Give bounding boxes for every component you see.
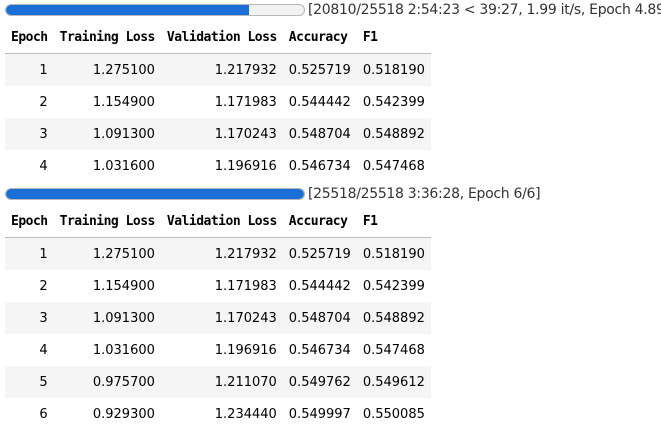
epoch-cell: 2: [39, 94, 48, 110]
training-loss-cell: 1.031600: [92, 158, 155, 174]
column-header-f1: F1: [356, 205, 431, 238]
f1-cell: 0.547468: [362, 158, 425, 174]
accuracy-cell: 0.544442: [288, 278, 351, 294]
progress-status-2: [25518/25518 3:36:28, Epoch 6/6]: [308, 186, 541, 202]
table-row: 1 1.275100 1.217932 0.525719 0.518190: [5, 237, 431, 270]
training-loss-cell: 1.275100: [53, 237, 161, 270]
training-loss-cell: 1.091300: [53, 118, 161, 150]
f1-cell: 0.547468: [362, 342, 425, 358]
f1-cell: 0.548892: [356, 302, 431, 334]
accuracy-cell: 0.525719: [282, 53, 357, 86]
column-header-training-loss: Training Loss: [53, 205, 161, 238]
validation-loss-cell: 1.217932: [160, 53, 283, 86]
training-loss-cell: 1.154900: [92, 94, 155, 110]
epoch-cell: 6: [39, 406, 48, 422]
validation-loss-cell: 1.211070: [160, 366, 283, 398]
training-loss-cell: 1.031600: [92, 342, 155, 358]
column-header-f1: F1: [356, 21, 431, 54]
epoch-cell: 4: [39, 158, 48, 174]
accuracy-cell: 0.548704: [282, 302, 357, 334]
accuracy-cell: 0.548704: [282, 118, 357, 150]
progress-bar-1: [5, 4, 305, 16]
column-header-training-loss: Training Loss: [53, 21, 161, 54]
validation-loss-cell: 1.196916: [214, 342, 277, 358]
column-header-epoch: Epoch: [5, 21, 54, 54]
table-row: 6 0.929300 1.234440 0.549997 0.550085: [5, 398, 431, 430]
epoch-cell: 3: [5, 118, 54, 150]
table-header-row: Epoch Training Loss Validation Loss Accu…: [5, 205, 431, 238]
validation-loss-cell: 1.234440: [214, 406, 277, 422]
table-header-row: Epoch Training Loss Validation Loss Accu…: [5, 21, 431, 54]
epoch-cell: 2: [39, 278, 48, 294]
epoch-cell: 4: [39, 342, 48, 358]
table-row: 5 0.975700 1.211070 0.549762 0.549612: [5, 366, 431, 398]
validation-loss-cell: 1.170243: [160, 302, 283, 334]
epoch-cell: 1: [5, 237, 54, 270]
progress-line-2: [25518/25518 3:36:28, Epoch 6/6]: [5, 184, 661, 204]
validation-loss-cell: 1.171983: [214, 278, 277, 294]
accuracy-cell: 0.525719: [282, 237, 357, 270]
table-row: 2 1.154900 1.171983 0.544442 0.542399: [5, 86, 431, 118]
progress-line-1: [20810/25518 2:54:23 < 39:27, 1.99 it/s,…: [5, 0, 661, 20]
metrics-table-1: Epoch Training Loss Validation Loss Accu…: [5, 21, 431, 182]
progress-bar-fill-2: [6, 189, 304, 199]
accuracy-cell: 0.546734: [288, 342, 351, 358]
validation-loss-cell: 1.217932: [160, 237, 283, 270]
table-row: 1 1.275100 1.217932 0.525719 0.518190: [5, 53, 431, 86]
f1-cell: 0.518190: [356, 53, 431, 86]
validation-loss-cell: 1.170243: [160, 118, 283, 150]
f1-cell: 0.548892: [356, 118, 431, 150]
table-row: 4 1.031600 1.196916 0.546734 0.547468: [5, 150, 431, 182]
accuracy-cell: 0.546734: [288, 158, 351, 174]
f1-cell: 0.542399: [362, 278, 425, 294]
accuracy-cell: 0.544442: [288, 94, 351, 110]
training-loss-cell: 1.275100: [53, 53, 161, 86]
progress-bar-2: [5, 188, 305, 200]
epoch-cell: 1: [5, 53, 54, 86]
column-header-epoch: Epoch: [5, 205, 54, 238]
column-header-accuracy: Accuracy: [282, 21, 357, 54]
f1-cell: 0.542399: [362, 94, 425, 110]
table-row: 3 1.091300 1.170243 0.548704 0.548892: [5, 118, 431, 150]
progress-bar-fill-1: [6, 5, 249, 15]
accuracy-cell: 0.549997: [288, 406, 351, 422]
column-header-accuracy: Accuracy: [282, 205, 357, 238]
progress-status-1: [20810/25518 2:54:23 < 39:27, 1.99 it/s,…: [308, 2, 661, 18]
f1-cell: 0.550085: [362, 406, 425, 422]
validation-loss-cell: 1.171983: [214, 94, 277, 110]
training-loss-cell: 1.091300: [53, 302, 161, 334]
column-header-validation-loss: Validation Loss: [160, 205, 283, 238]
metrics-table-2: Epoch Training Loss Validation Loss Accu…: [5, 205, 431, 430]
accuracy-cell: 0.549762: [282, 366, 357, 398]
training-loss-cell: 0.975700: [53, 366, 161, 398]
table-row: 3 1.091300 1.170243 0.548704 0.548892: [5, 302, 431, 334]
f1-cell: 0.518190: [356, 237, 431, 270]
table-row: 4 1.031600 1.196916 0.546734 0.547468: [5, 334, 431, 366]
f1-cell: 0.549612: [356, 366, 431, 398]
table-row: 2 1.154900 1.171983 0.544442 0.542399: [5, 270, 431, 302]
training-loss-cell: 1.154900: [92, 278, 155, 294]
epoch-cell: 3: [5, 302, 54, 334]
validation-loss-cell: 1.196916: [214, 158, 277, 174]
epoch-cell: 5: [5, 366, 54, 398]
column-header-validation-loss: Validation Loss: [160, 21, 283, 54]
training-loss-cell: 0.929300: [92, 406, 155, 422]
